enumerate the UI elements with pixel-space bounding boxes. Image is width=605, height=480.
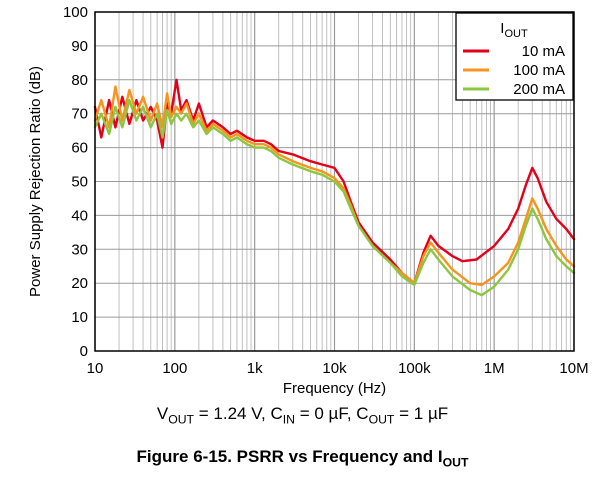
- x-tick-label: 10k: [322, 360, 347, 377]
- test-conditions: VOUT = 1.24 V, CIN = 0 µF, COUT = 1 µF: [0, 404, 605, 427]
- vout-value: = 1.24 V,: [194, 404, 271, 423]
- figure-caption: Figure 6-15. PSRR vs Frequency and IOUT: [0, 447, 605, 470]
- vout-subscript: OUT: [168, 412, 195, 427]
- y-tick-label: 10: [71, 309, 88, 326]
- cout-symbol: C: [356, 404, 369, 423]
- cin-symbol: C: [270, 404, 283, 423]
- x-tick-label: 10M: [559, 360, 588, 377]
- y-tick-label: 20: [71, 275, 88, 292]
- tick-labels: 10 100 1k 10k 100k 1M 10M010203040506070809010…: [63, 4, 589, 377]
- x-axis-label: Frequency (Hz): [283, 380, 386, 397]
- cin-value: = 0 µF,: [294, 404, 357, 423]
- legend: IOUT 10 mA 100 mA 200 mA: [455, 12, 574, 101]
- series-group: [93, 78, 576, 297]
- legend-label: 10 mA: [522, 43, 565, 60]
- x-tick-label: 10: [87, 360, 104, 377]
- y-tick-label: 80: [71, 72, 88, 89]
- x-tick-label: 1M: [484, 360, 505, 377]
- y-tick-label: 0: [80, 343, 88, 360]
- cout-value: = 1 µF: [394, 404, 449, 423]
- caption-text: Figure 6-15. PSRR vs Frequency and I: [136, 447, 443, 466]
- legend-title-main: I: [500, 20, 504, 37]
- cin-subscript: IN: [282, 412, 295, 427]
- series-line-3: [93, 98, 576, 297]
- legend-title-sub: OUT: [504, 28, 528, 40]
- plot-frame: [94, 11, 575, 352]
- chart-svg: 10 100 1k 10k 100k 1M 10M010203040506070809010…: [27, 4, 589, 397]
- y-tick-label: 60: [71, 140, 88, 157]
- y-tick-label: 30: [71, 241, 88, 258]
- y-tick-label: 100: [63, 4, 88, 21]
- x-tick-label: 1k: [247, 360, 263, 377]
- caption-subscript: OUT: [442, 455, 469, 470]
- y-tick-label: 90: [71, 38, 88, 55]
- vout-symbol: V: [156, 404, 169, 423]
- series-line-2: [93, 85, 576, 287]
- x-tick-label: 100: [162, 360, 187, 377]
- legend-label: 200 mA: [513, 81, 565, 98]
- legend-label: 100 mA: [513, 62, 565, 79]
- y-axis-label: Power Supply Rejection Ratio (dB): [27, 66, 44, 297]
- grid: [94, 11, 574, 352]
- y-tick-label: 50: [71, 174, 88, 191]
- legend-title: IOUT: [500, 20, 528, 40]
- x-tick-label: 100k: [398, 360, 431, 377]
- cout-subscript: OUT: [368, 412, 395, 427]
- legend-box: [455, 12, 574, 101]
- y-tick-label: 40: [71, 207, 88, 224]
- series-line-1: [93, 78, 576, 285]
- y-tick-label: 70: [71, 106, 88, 123]
